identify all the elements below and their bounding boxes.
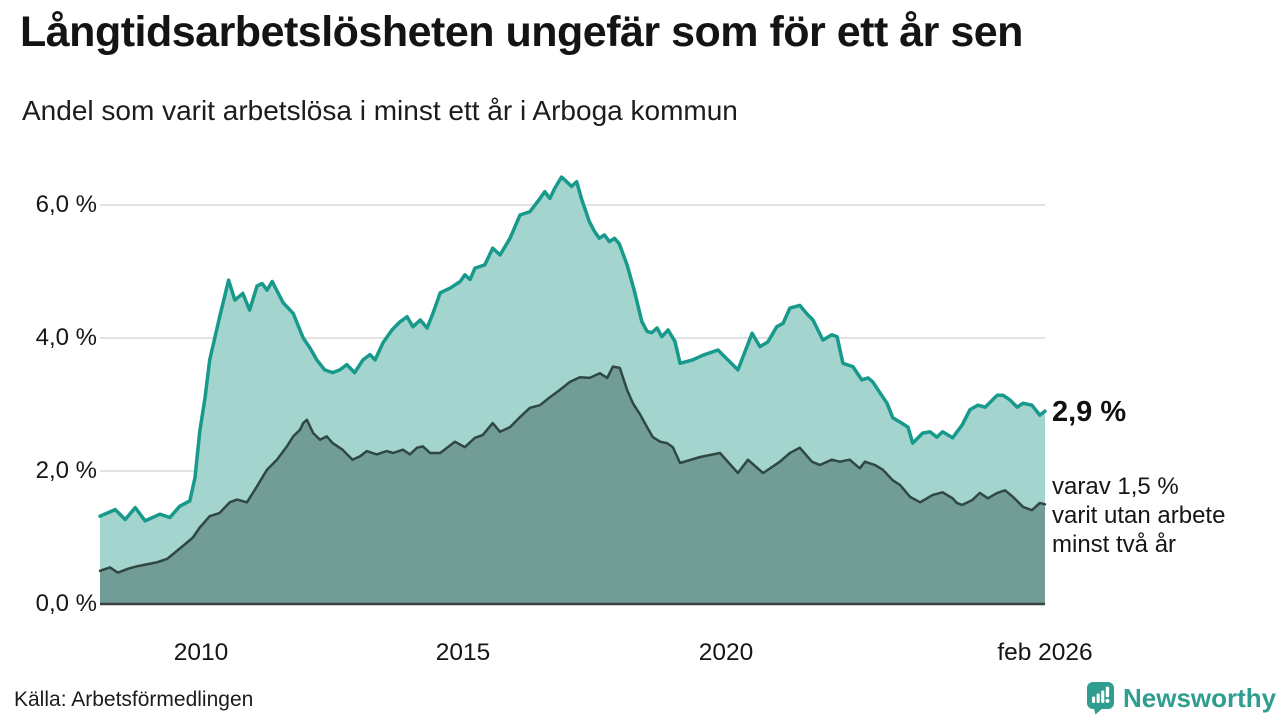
newsworthy-logo-icon — [1087, 682, 1114, 715]
annotation-line: varav 1,5 % — [1052, 473, 1179, 500]
y-axis-tick-label: 0,0 % — [35, 590, 97, 617]
annotation-line: varit utan arbete — [1052, 502, 1226, 529]
series-line — [98, 175, 1047, 523]
source-note: Källa: Arbetsförmedlingen — [14, 688, 254, 711]
series-line — [98, 365, 1047, 574]
y-axis-labels: 0,0 % 2,0 % 4,0 % 6,0 % — [0, 0, 100, 720]
brand-wordmark: Newsworthy — [1123, 682, 1277, 713]
x-axis-tick-label: 2020 — [698, 639, 754, 666]
y-axis-tick-label: 4,0 % — [35, 324, 97, 351]
two-year-share-annotation: varav 1,5 % varit utan arbete minst två … — [1052, 472, 1225, 559]
y-axis-tick-label: 6,0 % — [35, 191, 97, 218]
x-axis-tick-label: feb 2026 — [997, 639, 1093, 666]
area-fill — [100, 366, 1045, 604]
y-axis-tick-label: 2,0 % — [35, 457, 97, 484]
page-title: Långtidsarbetslösheten ungefär som för e… — [20, 8, 1023, 56]
x-axis-tick-label: 2015 — [435, 639, 491, 666]
annotation-line: minst två år — [1052, 531, 1177, 558]
end-value-label: 2,9 % — [1052, 396, 1127, 428]
x-axis-labels: 2010 2015 2020 feb 2026 — [0, 639, 1280, 669]
chart-subtitle: Andel som varit arbetslösa i minst ett å… — [22, 95, 738, 126]
x-axis-tick-label: 2010 — [173, 639, 229, 666]
newsworthy-logo: Newsworthy — [1086, 681, 1276, 715]
